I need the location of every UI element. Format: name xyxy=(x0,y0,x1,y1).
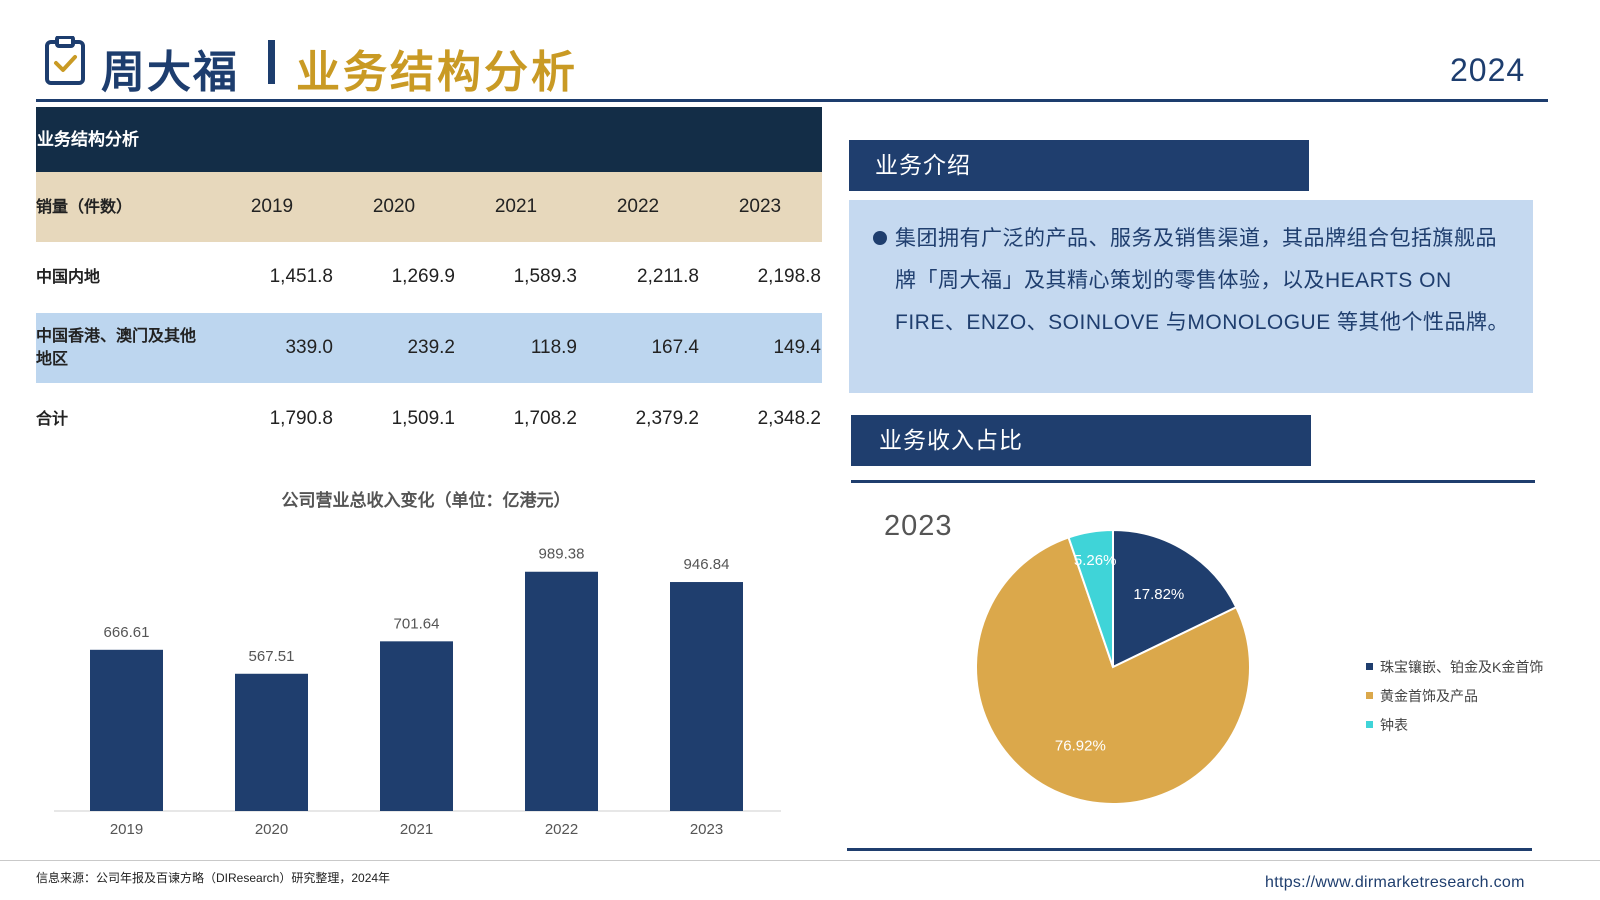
legend-swatch xyxy=(1366,663,1373,670)
table-row: 合计 1,790.8 1,509.1 1,708.2 2,379.2 2,348… xyxy=(36,384,822,454)
bar-value-label: 989.38 xyxy=(539,546,585,563)
header-divider xyxy=(36,99,1548,102)
table-title: 业务结构分析 xyxy=(37,130,139,149)
table-cell: 2,211.8 xyxy=(637,266,699,287)
legend-swatch xyxy=(1366,692,1373,699)
page-title: 业务结构分析 xyxy=(296,48,578,97)
legend-item: 珠宝镶嵌、铂金及K金首饰 xyxy=(1366,652,1543,681)
table-row: 中国香港、澳门及其他地区 339.0 239.2 118.9 167.4 149… xyxy=(36,313,822,383)
intro-text: 集团拥有广泛的产品、服务及销售渠道，其品牌组合包括旗舰品牌「周大福」及其精心策划… xyxy=(895,227,1510,334)
row-label: 中国香港、澳门及其他地区 xyxy=(36,328,197,368)
bar-2022 xyxy=(525,571,598,811)
bar-2021 xyxy=(380,641,453,811)
table-cell: 239.2 xyxy=(407,337,455,358)
row-label: 合计 xyxy=(36,410,69,428)
x-tick-label: 2023 xyxy=(690,821,723,838)
year-header: 2020 xyxy=(372,196,416,217)
table-title-bar: 业务结构分析 xyxy=(36,107,822,172)
revenue-divider xyxy=(851,480,1535,483)
table-cell: 1,708.2 xyxy=(513,408,577,429)
table-cell: 167.4 xyxy=(651,337,699,358)
table-cell: 2,198.8 xyxy=(757,266,821,287)
bar-value-label: 567.51 xyxy=(249,648,295,665)
pie-legend: 珠宝镶嵌、铂金及K金首饰 黄金首饰及产品 钟表 xyxy=(1366,652,1543,739)
table-cell: 118.9 xyxy=(530,337,577,358)
bar-value-label: 701.64 xyxy=(394,615,440,632)
footer-divider xyxy=(0,860,1600,861)
brand-title: 周大福 xyxy=(101,48,239,97)
table-row: 中国内地 1,451.8 1,269.9 1,589.3 2,211.8 2,1… xyxy=(36,242,822,312)
table-cell: 1,589.3 xyxy=(513,266,577,287)
bar-2019 xyxy=(90,649,163,811)
table-cell: 1,790.8 xyxy=(269,408,333,429)
clipboard-check-icon xyxy=(45,36,85,85)
legend-swatch xyxy=(1366,721,1373,728)
pie-slice xyxy=(1112,528,1238,669)
revenue-share-header: 业务收入占比 xyxy=(851,415,1311,466)
legend-label: 钟表 xyxy=(1380,716,1408,733)
legend-label: 珠宝镶嵌、铂金及K金首饰 xyxy=(1380,658,1544,675)
bar-2023 xyxy=(670,582,743,811)
table-cell: 149.4 xyxy=(773,337,821,358)
table-cell: 2,379.2 xyxy=(635,408,699,429)
source-note: 信息来源：公司年报及百谏方略（DIResearch）研究整理，2024年 xyxy=(36,871,391,885)
year-header: 2021 xyxy=(494,196,538,217)
year-header: 2022 xyxy=(616,196,660,217)
bar-2020 xyxy=(235,673,308,811)
pie-slice-label: 17.82% xyxy=(1133,586,1184,603)
pie-slice-label: 76.92% xyxy=(1055,737,1106,754)
intro-panel: 集团拥有广泛的产品、服务及销售渠道，其品牌组合包括旗舰品牌「周大福」及其精心策划… xyxy=(849,200,1533,393)
table-cell: 1,269.9 xyxy=(391,266,455,287)
pie-slice-label: 5.26% xyxy=(1074,552,1117,569)
table-cell: 1,451.8 xyxy=(269,266,333,287)
year-header: 2023 xyxy=(738,196,782,217)
x-tick-label: 2020 xyxy=(255,821,288,838)
x-tick-label: 2021 xyxy=(400,821,433,838)
pie-year-label: 2023 xyxy=(884,510,953,542)
year-header: 2019 xyxy=(250,196,294,217)
title-separator xyxy=(268,40,275,84)
report-year: 2024 xyxy=(1450,52,1526,88)
x-tick-label: 2022 xyxy=(545,821,578,838)
table-header-row: 销量（件数） 2019 2020 2021 2022 2023 xyxy=(36,172,822,242)
bar-value-label: 666.61 xyxy=(104,624,150,641)
table-cell: 1,509.1 xyxy=(391,408,455,429)
legend-label: 黄金首饰及产品 xyxy=(1380,687,1478,704)
bullet-icon xyxy=(873,231,887,245)
table-cell: 339.0 xyxy=(285,337,333,358)
revenue-pie-chart: 17.82% 76.92% 5.26% xyxy=(975,528,1251,805)
row-label: 中国内地 xyxy=(36,268,101,286)
revenue-bottom-divider xyxy=(847,848,1532,851)
bar-value-label: 946.84 xyxy=(684,556,730,573)
bar-chart-title: 公司营业总收入变化（单位：亿港元） xyxy=(281,491,571,510)
table-header-label: 销量（件数） xyxy=(36,198,133,216)
intro-header: 业务介绍 xyxy=(849,140,1309,191)
table-cell: 2,348.2 xyxy=(757,408,821,429)
website-link[interactable]: https://www.dirmarketresearch.com xyxy=(1265,874,1525,891)
legend-item: 黄金首饰及产品 xyxy=(1366,681,1543,710)
x-tick-label: 2019 xyxy=(110,821,143,838)
pie-slice xyxy=(975,536,1251,805)
pie-slice xyxy=(1067,528,1114,668)
revenue-bar-chart: 666.61 2019 567.51 2020 701.64 2021 989.38 2022… xyxy=(54,546,781,838)
legend-item: 钟表 xyxy=(1366,710,1543,739)
